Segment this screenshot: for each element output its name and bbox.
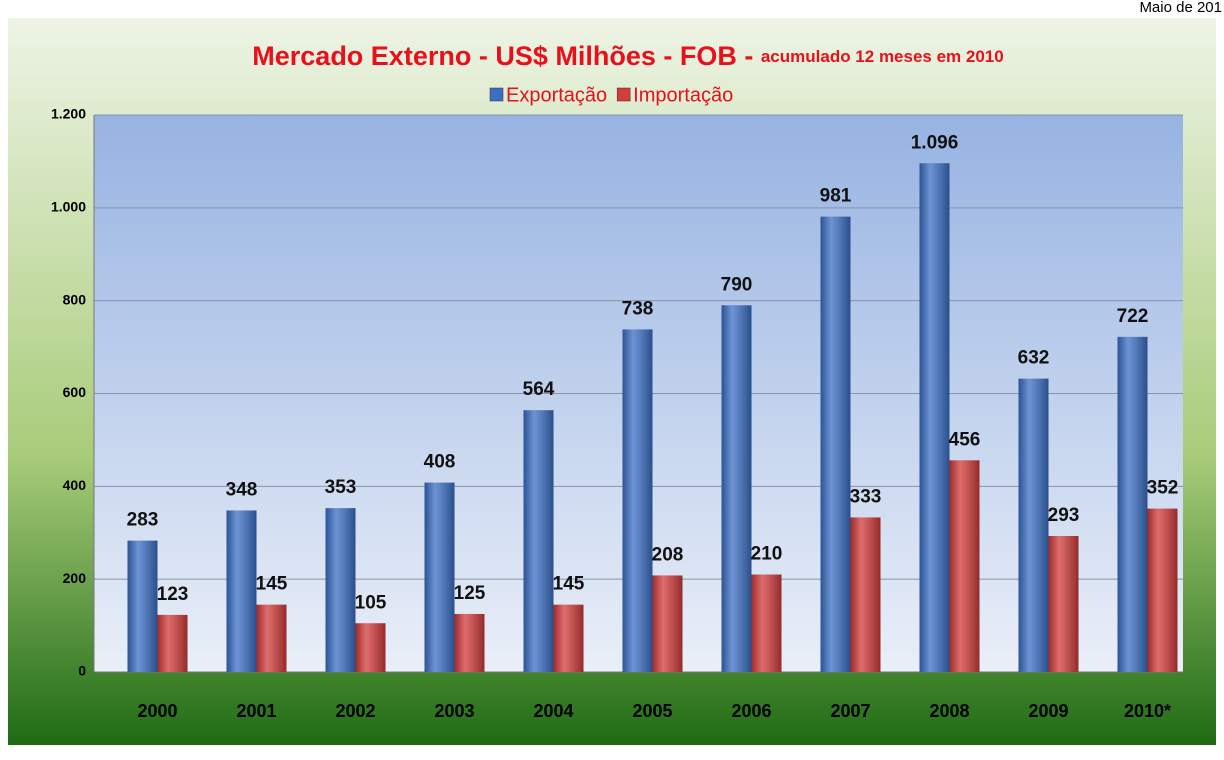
value-label: 125 — [454, 583, 486, 604]
bar-shade — [157, 614, 188, 672]
legend-swatch — [489, 87, 504, 102]
bar-shade — [1117, 336, 1148, 672]
value-label: 145 — [256, 574, 288, 595]
y-tick-label: 1.000 — [51, 199, 86, 215]
bar-shade — [1018, 378, 1049, 672]
bar-shade — [454, 613, 485, 672]
bar-shade — [751, 574, 782, 672]
bar-shade — [325, 508, 356, 672]
x-tick-label: 2004 — [533, 701, 573, 721]
bar-shade — [523, 410, 554, 672]
value-label: 456 — [949, 429, 981, 450]
x-tick-label: 2002 — [335, 701, 375, 721]
bar-shade — [355, 623, 386, 672]
x-tick-label: 2008 — [929, 701, 969, 721]
value-label: 722 — [1117, 306, 1149, 327]
value-label: 1.096 — [911, 132, 959, 153]
bar-shade — [226, 510, 257, 672]
bar-shade — [1147, 508, 1178, 672]
value-label: 790 — [721, 274, 753, 295]
value-label: 145 — [553, 574, 585, 595]
value-label: 123 — [157, 584, 189, 605]
value-label: 564 — [523, 379, 555, 400]
value-label: 408 — [424, 452, 456, 473]
value-label: 352 — [1147, 478, 1179, 499]
legend-label: Importação — [633, 84, 733, 106]
x-tick-label: 2006 — [731, 701, 771, 721]
subtitle: acumulado 12 meses em 2010 — [761, 47, 1004, 66]
bar-shade — [919, 163, 950, 673]
legend-swatch — [616, 87, 631, 102]
bar-shade — [820, 216, 851, 672]
value-label: 208 — [652, 544, 684, 565]
y-tick-label: 600 — [63, 384, 87, 400]
value-label: 293 — [1048, 505, 1080, 526]
title: Mercado Externo - US$ Milhões - FOB - — [252, 41, 761, 71]
x-tick-label: 2003 — [434, 701, 474, 721]
bar-shade — [256, 604, 287, 672]
x-tick-label: 2001 — [236, 701, 276, 721]
value-label: 348 — [226, 479, 258, 500]
y-tick-label: 400 — [63, 477, 87, 493]
bar-shade — [721, 305, 752, 672]
value-label: 738 — [622, 298, 654, 319]
bar-shade — [622, 329, 653, 672]
value-label: 353 — [325, 477, 357, 498]
bar-shade — [850, 517, 881, 672]
x-tick-label: 2009 — [1028, 701, 1068, 721]
y-tick-label: 200 — [63, 570, 87, 586]
bar-shade — [652, 575, 683, 672]
x-tick-label: 2000 — [137, 701, 177, 721]
bar-shade — [553, 604, 584, 672]
x-tick-label: 2005 — [632, 701, 672, 721]
bar-shade — [1048, 535, 1079, 672]
value-label: 283 — [127, 510, 159, 531]
value-label: 981 — [820, 186, 852, 207]
value-label: 210 — [751, 544, 783, 565]
x-tick-label: 2007 — [830, 701, 870, 721]
bar-shade — [127, 540, 158, 672]
y-tick-label: 800 — [63, 291, 87, 307]
date: Maio de 201 — [1139, 0, 1222, 16]
legend-label: Exportação — [506, 84, 607, 106]
value-label: 105 — [355, 592, 387, 613]
chart-title: Mercado Externo - US$ Milhões - FOB - ac… — [252, 41, 1003, 71]
y-tick-label: 1.200 — [51, 106, 86, 122]
bar-shade — [949, 460, 980, 672]
legend: Exportação Importação — [489, 84, 733, 106]
value-label: 632 — [1018, 348, 1050, 369]
bar-shade — [424, 482, 455, 672]
x-tick-label: 2010* — [1124, 701, 1171, 721]
value-label: 333 — [850, 486, 882, 507]
y-tick-label: 0 — [78, 663, 86, 679]
